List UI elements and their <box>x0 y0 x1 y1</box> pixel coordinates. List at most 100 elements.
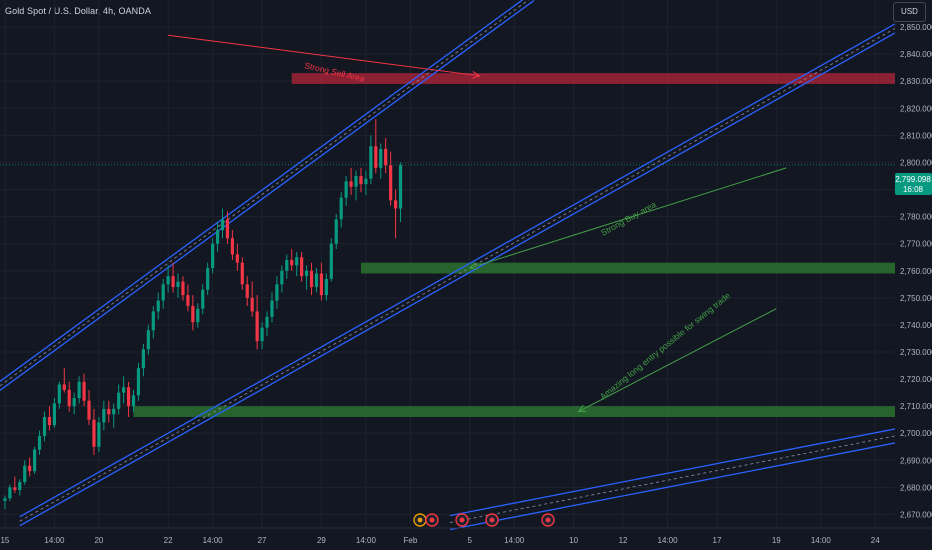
candle-body <box>62 384 66 390</box>
earnings-icon[interactable] <box>485 513 499 527</box>
candle-body <box>260 327 264 342</box>
time-tick-label: 14:00 <box>356 536 377 545</box>
buy-arrow-shaft <box>469 167 787 269</box>
candle-body <box>334 219 338 244</box>
buy-zone <box>360 262 895 274</box>
candle-body <box>161 284 165 301</box>
candle-body <box>309 270 314 288</box>
candle-body <box>181 281 185 296</box>
candle-body <box>220 219 225 231</box>
candle-body <box>324 278 328 296</box>
time-tick-label: 10 <box>569 536 578 545</box>
time-tick-label: Feb <box>404 536 418 545</box>
candle-body <box>230 238 235 255</box>
time-tick-label: 12 <box>619 536 628 545</box>
candle-body <box>102 408 106 423</box>
price-tick-label: 2,700.000 <box>900 429 932 438</box>
candle-body <box>77 381 81 399</box>
candle-body <box>389 165 393 201</box>
candle-body <box>37 435 42 450</box>
time-tick-label: 27 <box>258 536 267 545</box>
earnings-icon[interactable] <box>425 513 439 527</box>
earnings-icon[interactable] <box>541 513 555 527</box>
price-tick-label: 2,690.000 <box>900 456 932 465</box>
candle-body <box>191 305 195 323</box>
bottom-channel-midline <box>449 435 896 523</box>
currency-button[interactable]: USD <box>893 2 926 22</box>
event-marker-dot <box>545 517 551 523</box>
time-tick-label: 17 <box>713 536 722 545</box>
candle-body <box>87 400 91 420</box>
annotation-arrows <box>168 34 787 413</box>
candle-body <box>3 498 7 501</box>
bottom-channel-top <box>449 428 896 517</box>
price-tick-label: 2,840.000 <box>900 50 932 59</box>
candle-body <box>156 300 160 312</box>
candlesticks <box>3 119 403 510</box>
candle-body <box>314 273 319 288</box>
time-tick-label: 14:00 <box>203 536 224 545</box>
candle-body <box>215 230 220 244</box>
candle-body <box>141 349 145 369</box>
price-tick-label: 2,740.000 <box>900 321 932 330</box>
sell-zone <box>291 73 895 84</box>
candle-body <box>42 416 47 436</box>
candle-body <box>33 449 37 472</box>
candle-body <box>245 284 249 298</box>
buy-label: Strong Buy area <box>599 199 658 238</box>
price-tick-label: 2,820.000 <box>900 104 932 113</box>
symbol-title: Gold Spot / U.S. Dollar, 4h, OANDA <box>5 6 151 16</box>
trend-channels <box>0 0 896 531</box>
candle-body <box>18 481 22 491</box>
time-tick-label: 29 <box>317 536 326 545</box>
candle-body <box>206 268 210 290</box>
time-axis[interactable]: 15 14:00 20 22 14:00 27 29 14:00 Feb 5 14:00 10 12 14… <box>0 527 932 545</box>
candle-body <box>107 408 111 415</box>
price-tick-label: 2,750.000 <box>900 294 932 303</box>
upper-channel-bottom <box>0 0 535 391</box>
event-markers[interactable] <box>413 513 555 527</box>
candle-body <box>285 259 289 271</box>
candle-body <box>131 395 136 407</box>
price-tick-label: 2,810.000 <box>900 131 932 140</box>
time-tick-label: 15 <box>0 536 9 545</box>
long-entry-zone <box>133 406 895 417</box>
candle-body <box>344 181 348 198</box>
time-tick-label: 22 <box>164 536 173 545</box>
candle-body <box>235 254 239 263</box>
candle-body <box>57 384 61 404</box>
candle-body <box>300 257 304 277</box>
price-tick-label: 2,720.000 <box>900 375 932 384</box>
event-marker-dot <box>459 517 465 523</box>
candle-body <box>329 243 333 279</box>
price-tick-label: 2,680.000 <box>900 483 932 492</box>
candle-body <box>369 146 373 179</box>
candle-body <box>176 281 180 288</box>
long-entry-arrow-head <box>577 404 587 413</box>
event-marker-dot <box>489 517 495 523</box>
candle-body <box>196 308 200 323</box>
bar-countdown: 16:08 <box>903 185 924 194</box>
candle-body <box>364 178 368 185</box>
candle-body <box>359 176 363 185</box>
price-tick-label: 2,760.000 <box>900 267 932 276</box>
long-entry-arrow-shaft <box>578 308 777 413</box>
price-axis[interactable]: 2,670.000 2,680.000 2,690.000 2,700.000 2,71… <box>900 23 932 519</box>
earnings-icon[interactable] <box>455 513 469 527</box>
flash-icon[interactable] <box>413 513 427 527</box>
candle-body <box>13 487 17 491</box>
candle-body <box>97 422 101 447</box>
candle-body <box>339 197 343 220</box>
buy-arrow-head <box>468 262 478 270</box>
upper-channel-top <box>0 0 524 382</box>
event-marker-dot <box>429 517 435 523</box>
candle-body <box>270 300 274 317</box>
time-tick-label: 19 <box>772 536 781 545</box>
time-tick-label: 14:00 <box>658 536 679 545</box>
candle-body <box>374 146 378 168</box>
candle-body <box>146 330 150 350</box>
price-tick-label: 2,670.000 <box>900 510 932 519</box>
price-tick-label: 2,800.000 <box>900 158 932 167</box>
candle-body <box>82 381 86 401</box>
